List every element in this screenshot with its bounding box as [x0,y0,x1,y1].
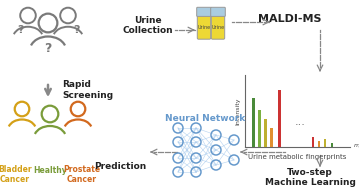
FancyBboxPatch shape [211,13,225,39]
Text: ?: ? [73,25,79,35]
Text: Urine: Urine [211,25,225,30]
Text: ?: ? [17,25,23,35]
Text: Prediction: Prediction [94,162,146,171]
Text: Intensity: Intensity [236,97,241,125]
Text: Prostate
Cancer: Prostate Cancer [64,165,101,184]
Text: m/z: m/z [354,143,359,147]
Text: Bladder
Cancer: Bladder Cancer [0,165,32,184]
Bar [264,119,266,147]
Text: Rapid
Screening: Rapid Screening [62,80,113,100]
Text: Healthy: Healthy [33,166,67,175]
Text: Two-step
Machine Learning: Two-step Machine Learning [265,168,355,187]
Text: Urine metabolic fingerprints: Urine metabolic fingerprints [248,154,347,160]
FancyBboxPatch shape [211,7,225,16]
FancyBboxPatch shape [197,7,211,16]
Bar [252,98,255,147]
Text: Urine: Urine [197,25,211,30]
Bar [331,143,333,147]
Bar [324,139,326,147]
Bar [257,110,261,147]
Text: ?: ? [44,42,52,54]
Text: ...: ... [295,117,306,127]
Bar [278,90,280,147]
Text: Neural Network: Neural Network [165,114,245,123]
Text: Urine
Collection: Urine Collection [123,16,173,35]
Bar [312,137,314,147]
FancyBboxPatch shape [197,13,211,39]
Bar [270,128,272,147]
Text: MALDI-MS: MALDI-MS [258,14,322,24]
Bar [318,141,320,147]
